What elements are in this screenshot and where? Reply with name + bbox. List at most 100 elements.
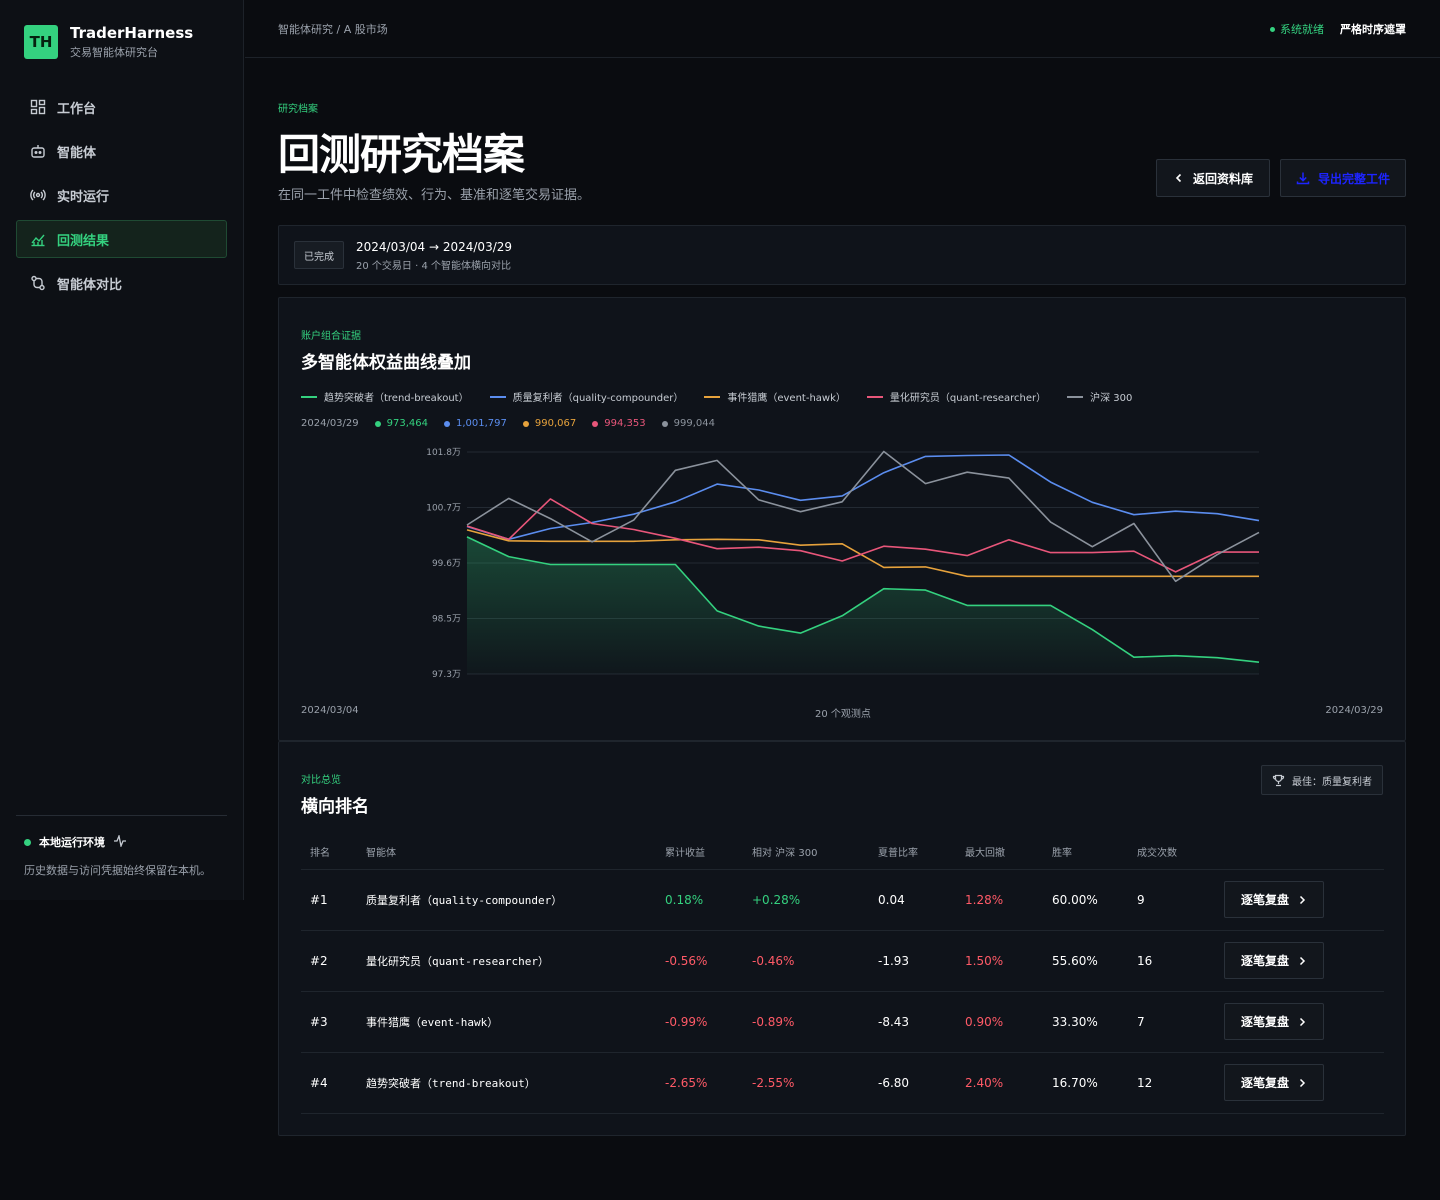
trade-review-button[interactable]: 逐笔复盘: [1224, 1064, 1324, 1101]
trade-review-label: 逐笔复盘: [1240, 954, 1289, 968]
rank-cell: #1: [301, 869, 357, 931]
status-dot: [1270, 26, 1275, 32]
export-artifact-button[interactable]: 导出完整工件: [1280, 159, 1406, 197]
chevron-right-icon: [1299, 1078, 1306, 1087]
readout-number: 999,044: [673, 418, 715, 429]
chevron-right-icon: [1299, 1017, 1306, 1026]
best-agent-label: 最佳：质量复利者: [1292, 776, 1372, 788]
broadcast-icon: [29, 186, 47, 204]
breadcrumb[interactable]: 智能体研究 / A 股市场: [278, 23, 388, 36]
trades-cell: 12: [1128, 1052, 1215, 1114]
legend-item[interactable]: 趋势突破者（trend-breakout）: [301, 389, 469, 404]
agent-name-cell: 趋势突破者（trend-breakout）: [357, 1052, 656, 1114]
sidebar: TH TraderHarness 交易智能体研究台 工作台 智能体 实时运行: [0, 0, 244, 900]
y-tick-label: 101.8万: [426, 448, 461, 458]
sidebar-item-backtest[interactable]: 回测结果: [16, 220, 227, 258]
series-line: [466, 498, 1259, 573]
return-cell: -2.65%: [656, 1052, 743, 1114]
sharpe-cell: -6.80: [869, 1052, 956, 1114]
series-dot: [374, 420, 381, 427]
status-mode: 严格时序遮罩: [1340, 23, 1406, 36]
date-range: 2024/03/04 → 2024/03/29: [356, 240, 513, 254]
legend-label: 事件猎鹰（event-hawk）: [727, 393, 846, 404]
legend-item[interactable]: 量化研究员（quant-researcher）: [866, 389, 1047, 404]
winrate-cell: 60.00%: [1043, 869, 1128, 931]
table-row: #2 量化研究员（quant-researcher） -0.56% -0.46% -1.…: [301, 930, 1384, 992]
trade-review-label: 逐笔复盘: [1240, 1076, 1289, 1090]
sidebar-item-label: 智能体: [57, 145, 97, 161]
table-row: #1 质量复利者（quality-compounder） 0.18% +0.28% 0.…: [301, 869, 1384, 931]
status-badge: 已完成: [294, 241, 344, 269]
series-dot: [522, 420, 529, 427]
trade-review-button[interactable]: 逐笔复盘: [1224, 942, 1324, 979]
activity-icon: [113, 833, 127, 850]
ranking-table: 排名 智能体 累计收益 相对 沪深 300 夏普比率 最大回撤 胜率 成交次数 …: [301, 834, 1384, 1114]
col-rank: 排名: [301, 834, 357, 870]
table-header-row: 排名 智能体 累计收益 相对 沪深 300 夏普比率 最大回撤 胜率 成交次数: [301, 834, 1384, 870]
legend-swatch: [866, 395, 883, 398]
chevron-left-icon: [1175, 173, 1182, 183]
page-header: 研究档案 回测研究档案 在同一工件中检查绩效、行为、基准和逐笔交易证据。: [278, 100, 590, 203]
legend-swatch: [1067, 395, 1084, 398]
legend-item[interactable]: 事件猎鹰（event-hawk）: [704, 389, 846, 404]
x-axis-count: 20 个观测点: [815, 709, 871, 720]
y-tick-label: 98.5万: [432, 615, 461, 625]
trades-cell: 9: [1128, 869, 1215, 931]
legend-item[interactable]: 质量复利者（quality-compounder）: [489, 389, 683, 404]
winrate-cell: 16.70%: [1043, 1052, 1128, 1114]
sidebar-item-compare[interactable]: 智能体对比: [16, 264, 227, 302]
equity-chart[interactable]: 101.8万 100.7万 99.6万 98.5万 97.3万: [279, 438, 1405, 698]
range-meta: 20 个交易日 · 4 个智能体横向对比: [356, 261, 511, 272]
series-dot: [661, 420, 668, 427]
env-label: 本地运行环境: [39, 836, 105, 849]
return-cell: -0.56%: [656, 930, 743, 992]
env-note: 历史数据与访问凭据始终保留在本机。: [24, 864, 211, 877]
sharpe-cell: -1.93: [869, 930, 956, 992]
chart-legend: 趋势突破者（trend-breakout） 质量复利者（quality-compo…: [301, 389, 1153, 404]
sidebar-item-label: 智能体对比: [57, 277, 123, 293]
rank-cell: #2: [301, 930, 357, 992]
grid-icon: [29, 98, 47, 116]
sharpe-cell: 0.04: [869, 869, 956, 931]
readout-value: 990,067: [522, 418, 577, 429]
sidebar-item-agents[interactable]: 智能体: [16, 132, 227, 170]
return-cell: 0.18%: [656, 869, 743, 931]
table-row: #3 事件猎鹰（event-hawk） -0.99% -0.89% -8.43 0.90%…: [301, 991, 1384, 1053]
best-agent-badge: 最佳：质量复利者: [1261, 765, 1383, 795]
sharpe-cell: -8.43: [869, 991, 956, 1053]
col-sharpe: 夏普比率: [869, 834, 956, 870]
drawdown-cell: 1.50%: [956, 930, 1043, 992]
chart-eyebrow: 账户组合证据: [301, 331, 361, 342]
drawdown-cell: 0.90%: [956, 991, 1043, 1053]
drawdown-cell: 1.28%: [956, 869, 1043, 931]
readout-number: 990,067: [534, 418, 577, 429]
sidebar-item-label: 工作台: [57, 101, 97, 117]
back-label: 返回资料库: [1192, 171, 1253, 186]
page-eyebrow: 研究档案: [278, 104, 318, 115]
sidebar-item-workbench[interactable]: 工作台: [16, 88, 227, 126]
export-label: 导出完整工件: [1317, 171, 1390, 186]
sidebar-nav: 工作台 智能体 实时运行 回测结果 智能体对比: [16, 88, 227, 308]
brand-logo: TH: [24, 25, 58, 59]
environment-panel: 本地运行环境 历史数据与访问凭据始终保留在本机。: [16, 815, 227, 878]
back-to-library-button[interactable]: 返回资料库: [1156, 159, 1270, 197]
relative-return-cell: -2.55%: [743, 1052, 869, 1114]
brand[interactable]: TH TraderHarness 交易智能体研究台: [24, 24, 193, 60]
sidebar-item-label: 回测结果: [57, 233, 110, 249]
trade-review-button[interactable]: 逐笔复盘: [1224, 1003, 1324, 1040]
col-drawdown: 最大回撤: [956, 834, 1043, 870]
legend-label: 量化研究员（quant-researcher）: [889, 393, 1047, 404]
compare-icon: [29, 274, 47, 292]
trade-review-button[interactable]: 逐笔复盘: [1224, 881, 1324, 918]
readout-number: 973,464: [386, 418, 428, 429]
col-trades: 成交次数: [1128, 834, 1215, 870]
ranking-card: 对比总览 横向排名 最佳：质量复利者 排名 智能体 累计收益 相对 沪深 300…: [278, 741, 1406, 1136]
page-title: 回测研究档案: [278, 130, 525, 179]
series-line: [466, 450, 1260, 583]
legend-item[interactable]: 沪深 300: [1067, 389, 1132, 404]
drawdown-cell: 2.40%: [956, 1052, 1043, 1114]
trades-cell: 16: [1128, 930, 1215, 992]
status-dot: [24, 838, 31, 846]
sidebar-item-live[interactable]: 实时运行: [16, 176, 227, 214]
legend-swatch: [704, 395, 721, 398]
